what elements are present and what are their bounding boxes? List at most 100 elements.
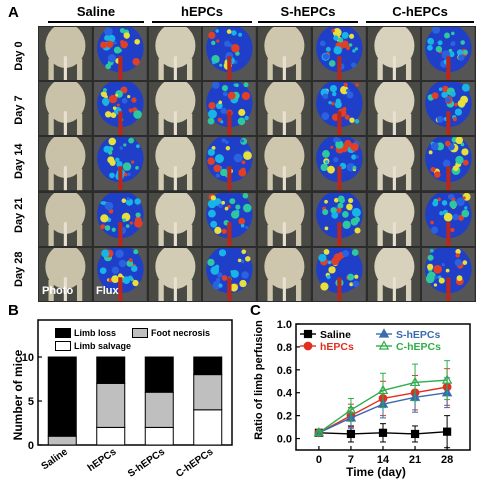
photo-label: Photo [42, 285, 74, 297]
chart-b-ylabel: Number of mice [11, 349, 25, 440]
row-label-day-7: Day 7 [13, 95, 25, 125]
bar-foot-necrosis-c-hepcs [193, 374, 223, 411]
row-label-day-14: Day 14 [13, 143, 25, 179]
flux-s-hepcs-day-28 [312, 247, 366, 301]
flux-saline-day-7 [93, 82, 147, 136]
legend-foot-necrosis: Foot necrosis [132, 324, 210, 342]
photo-s-hepcs-day-7 [258, 82, 311, 136]
panel-b-letter: B [8, 302, 19, 319]
chart-b-ytick-label: 5 [28, 396, 34, 408]
row-label-day-21: Day 21 [13, 197, 25, 233]
flux-hepcs-day-21 [203, 192, 256, 246]
legend-limb-salvage: Limb salvage [55, 337, 131, 355]
point-c-hepcs [441, 374, 453, 384]
photo-saline-day-0 [39, 27, 92, 81]
point-saline [346, 429, 356, 439]
photo-saline-day-14 [39, 137, 92, 191]
limb-salvage-swatch [55, 340, 71, 351]
photo-s-hepcs-day-14 [258, 137, 311, 191]
col-rule-saline [48, 21, 144, 23]
flux-hepcs-day-14 [203, 137, 256, 191]
foot-necrosis-swatch [132, 327, 148, 338]
flux-saline-day-14 [93, 137, 147, 191]
image-grid [38, 26, 476, 302]
photo-c-hepcs-day-14 [367, 137, 421, 191]
chart-b-xtick-label: hEPCs [86, 446, 119, 474]
bar-foot-necrosis-s-hepcs [144, 391, 174, 428]
panel-a-letter: A [8, 4, 19, 21]
col-rule-c-hepcs [366, 21, 474, 23]
flux-s-hepcs-day-21 [312, 192, 366, 246]
point-saline [443, 427, 452, 436]
photo-s-hepcs-day-0 [258, 27, 311, 81]
bar-limb-loss-c-hepcs [193, 356, 223, 376]
flux-c-hepcs-day-21 [422, 192, 475, 246]
legend-limb-salvage-text: Limb salvage [74, 340, 132, 351]
chart-c-xtick-label: 21 [409, 454, 421, 466]
point-saline [378, 428, 388, 437]
line-chart: 0.0 0.2 0.4 0.6 0.8 1.0 0 7 14 21 28 Ratio of limb… [253, 319, 471, 479]
legend-text-s-hepcs: S-hEPCs [396, 329, 441, 341]
flux-c-hepcs-day-7 [422, 82, 475, 136]
flux-s-hepcs-day-7 [312, 82, 366, 136]
chart-c-ylabel: Ratio of limb perfusion [253, 320, 265, 440]
flux-hepcs-day-28 [203, 247, 256, 301]
chart-c-ytick-label: 0.8 [277, 342, 292, 354]
photo-c-hepcs-day-0 [367, 27, 421, 81]
chart-c-ytick-label: 0.4 [277, 388, 293, 400]
bar-foot-necrosis-hepcs [96, 382, 126, 428]
point-c-hepcs [377, 384, 389, 395]
panel-c-letter: C [250, 302, 261, 319]
flux-hepcs-day-7 [203, 82, 256, 136]
chart-b-ytick-label: 0 [28, 440, 34, 452]
legend-limb-loss-text: Limb loss [74, 327, 117, 338]
row-label-day-28: Day 28 [13, 251, 25, 287]
legend-text-saline: Saline [320, 329, 351, 341]
point-c-hepcs [313, 427, 325, 437]
flux-c-hepcs-day-28 [422, 247, 475, 301]
bar-foot-necrosis-saline [47, 435, 77, 446]
photo-c-hepcs-day-21 [367, 192, 421, 246]
photo-s-hepcs-day-21 [258, 192, 311, 246]
photo-hepcs-day-14 [148, 137, 202, 191]
flux-label: Flux [96, 285, 119, 297]
col-header-saline: Saline [76, 4, 116, 19]
legend-marker-s-hepcs [378, 328, 390, 338]
bar-limb-loss-saline [47, 356, 77, 437]
flux-saline-day-21 [93, 192, 147, 246]
legend-text-c-hepcs: C-hEPCs [396, 341, 441, 353]
bar-limb-loss-s-hepcs [144, 356, 174, 393]
legend-marker-hepcs [303, 341, 313, 351]
stacked-bar-chart: 0 5 10 Saline hEPCs S-hEPCs C-hEPCs Number of … [11, 319, 233, 480]
photo-saline-day-7 [39, 82, 92, 136]
photo-hepcs-day-0 [148, 27, 202, 81]
point-c-hepcs [345, 404, 357, 414]
legend-foot-necrosis-text: Foot necrosis [151, 327, 211, 338]
chart-c-ytick-label: 1.0 [277, 319, 292, 331]
photo-c-hepcs-day-28 [367, 247, 421, 301]
point-c-hepcs [409, 376, 421, 387]
chart-b-frame [37, 319, 233, 446]
chart-b-xtick-label: Saline [40, 446, 71, 472]
flux-saline-day-0 [93, 27, 147, 81]
flux-s-hepcs-day-0 [312, 27, 366, 81]
flux-hepcs-day-0 [203, 27, 256, 81]
chart-c-xtick-label: 28 [441, 454, 453, 466]
chart-c-xtick-label: 14 [377, 454, 390, 466]
photo-c-hepcs-day-7 [367, 82, 421, 136]
chart-b-ytick-label: 10 [22, 352, 34, 364]
chart-c-ytick-label: 0.6 [277, 365, 292, 377]
col-rule-hepcs [152, 21, 252, 23]
photo-hepcs-day-21 [148, 192, 202, 246]
photo-saline-day-28 [39, 247, 92, 301]
limb-loss-swatch [55, 327, 71, 338]
photo-saline-day-21 [39, 192, 92, 246]
legend-marker-saline [303, 329, 313, 339]
bar-limb-salvage-hepcs [96, 426, 126, 446]
col-header-hepcs: hEPCs [181, 4, 223, 19]
bar-limb-salvage-c-hepcs [193, 409, 223, 446]
row-label-day-0: Day 0 [13, 41, 25, 71]
bar-limb-loss-hepcs [96, 356, 126, 384]
chart-c-ytick-label: 0.2 [277, 411, 292, 423]
chart-c-xtick-label: 7 [348, 454, 354, 466]
